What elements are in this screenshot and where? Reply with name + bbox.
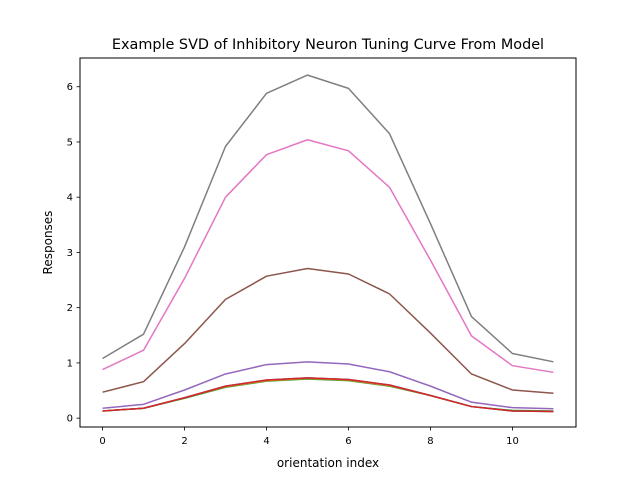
y-tick-label: 2 [67,303,73,314]
x-tick-label: 8 [427,436,433,447]
x-tick-label: 4 [263,436,269,447]
x-tick-label: 0 [99,436,105,447]
y-tick-label: 1 [67,358,73,369]
series-line-7 [102,139,554,374]
y-axis-label: Responses [41,211,55,275]
series-layer [102,74,554,413]
ticks-layer: 0 2 4 6 8 10 0 1 2 3 4 5 6 [67,82,519,447]
series-line-5 [102,361,554,410]
x-tick-label: 10 [506,436,519,447]
plot-frame [79,57,577,428]
y-tick-label: 3 [67,248,73,259]
series-line-8 [102,74,554,363]
y-tick-label: 0 [67,414,73,425]
x-tick-label: 6 [345,436,351,447]
series-line-4 [102,377,554,413]
y-tick-label: 6 [67,82,73,93]
y-tick-label: 4 [67,193,73,204]
x-axis-label: orientation index [277,456,379,470]
series-line-6 [102,267,554,395]
chart-title: Example SVD of Inhibitory Neuron Tuning … [112,37,544,53]
x-tick-label: 2 [181,436,187,447]
y-tick-label: 5 [67,137,73,148]
